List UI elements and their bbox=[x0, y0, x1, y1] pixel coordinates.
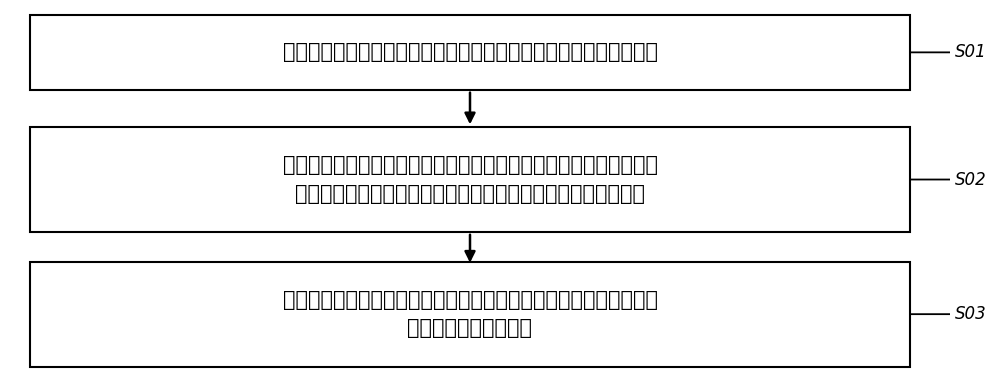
FancyBboxPatch shape bbox=[30, 262, 910, 367]
Text: 获取相互嵌套的所述第一标记和所述第二标记的偏差值，以得到第一: 获取相互嵌套的所述第一标记和所述第二标记的偏差值，以得到第一 bbox=[283, 290, 658, 310]
Text: S03: S03 bbox=[955, 305, 987, 323]
Text: 在第二次光刻工艺中采用所述光罩在所述晶圆上形成阵列布置的多个: 在第二次光刻工艺中采用所述光罩在所述晶圆上形成阵列布置的多个 bbox=[283, 156, 658, 175]
Text: S02: S02 bbox=[955, 171, 987, 188]
Text: 在第一次光刻工艺中采用光罩在晶圆上形成阵列布置的多个第一标记: 在第一次光刻工艺中采用光罩在晶圆上形成阵列布置的多个第一标记 bbox=[283, 42, 658, 62]
Text: 第二标记；且所述第一标记与相对应的所述第二标记相互嵌套；: 第二标记；且所述第一标记与相对应的所述第二标记相互嵌套； bbox=[295, 184, 645, 203]
FancyBboxPatch shape bbox=[30, 127, 910, 232]
Text: S01: S01 bbox=[955, 43, 987, 61]
FancyBboxPatch shape bbox=[30, 15, 910, 90]
Text: 层和第二层的对准偏差: 层和第二层的对准偏差 bbox=[408, 318, 532, 338]
